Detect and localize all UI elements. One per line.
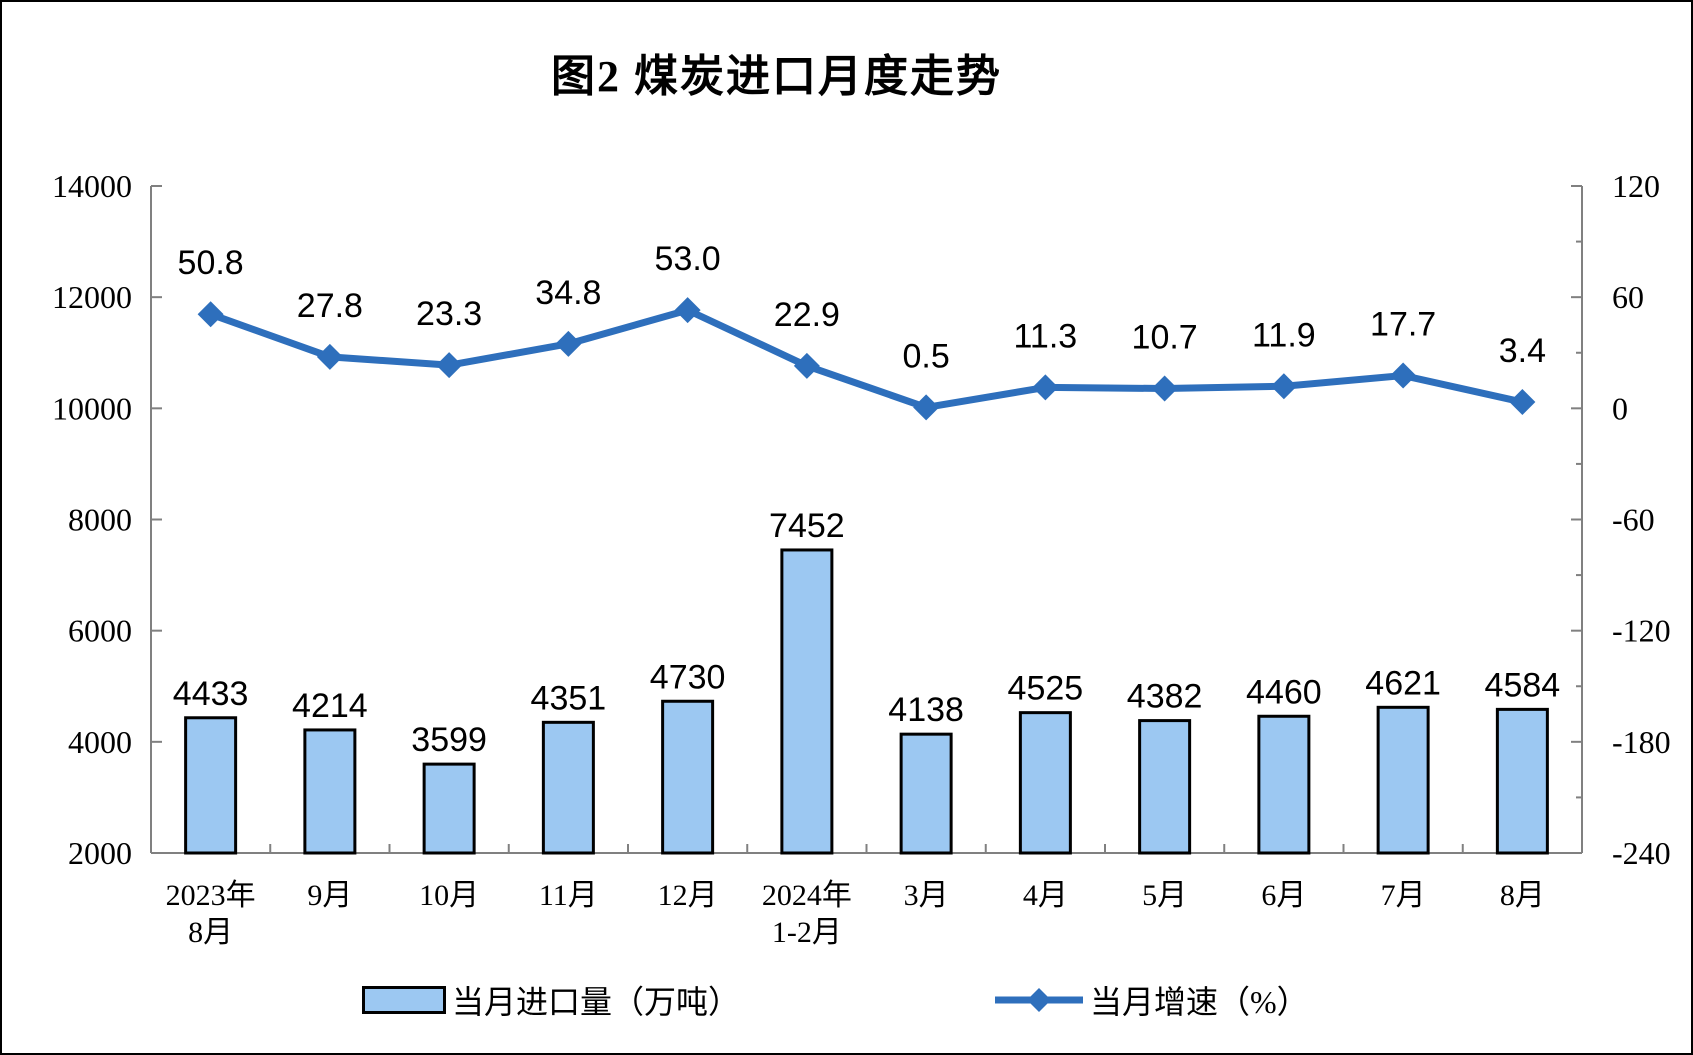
bar (899, 732, 953, 855)
legend-label-imports: 当月进口量（万吨） (452, 984, 741, 1020)
bar (303, 728, 357, 855)
bar-value-label: 4433 (173, 675, 249, 713)
right-axis-tick-label: -240 (1612, 835, 1671, 871)
bar (1376, 705, 1430, 855)
bar (422, 762, 476, 855)
bar-value-labels: 4433 4214 3599 4351 4730 7452 4138 4525 4382 4460… (173, 507, 1560, 759)
bar (780, 548, 834, 855)
right-axis-tick-label: -120 (1612, 613, 1671, 649)
legend-item-imports: 当月进口量（万吨） (362, 980, 740, 1020)
bar-series-swatch (362, 986, 446, 1014)
diamond-marker (1509, 389, 1536, 416)
diamond-marker (436, 352, 463, 379)
left-axis-tick-label: 8000 (68, 502, 132, 538)
left-axis-ticks: 2000 4000 6000 8000 10000 12000 14000 (52, 168, 162, 871)
left-axis-tick-label: 10000 (52, 390, 132, 426)
x-axis-category-label: 10月 (419, 879, 479, 912)
x-axis-category-label: 9月 (307, 879, 352, 912)
bar (1495, 707, 1549, 855)
bar (1138, 719, 1192, 855)
x-axis-ticks (150, 844, 1583, 853)
right-axis-tick-label: -60 (1612, 502, 1655, 538)
bar (661, 699, 715, 855)
line-value-label: 11.3 (1014, 317, 1078, 355)
diamond-marker (674, 297, 701, 324)
x-axis-category-label: 12月 (658, 879, 718, 912)
left-axis-tick-label: 4000 (68, 724, 132, 760)
growth-rate-line (207, 306, 1526, 411)
line-value-label: 11.9 (1252, 316, 1316, 354)
bar-value-label: 4460 (1246, 673, 1322, 711)
bar-value-label: 4525 (1008, 670, 1084, 708)
line-value-labels: 50.8 27.8 23.3 34.8 53.0 22.9 0.5 11.3 10.7 11.9 1… (178, 240, 1546, 375)
bar-value-label: 4138 (888, 691, 964, 729)
left-axis-tick-label: 6000 (68, 613, 132, 649)
right-axis-tick-label: 120 (1612, 168, 1660, 204)
x-axis-category-label: 2023年 (166, 879, 256, 912)
line-value-label: 50.8 (178, 244, 244, 282)
bar-value-label: 3599 (411, 721, 487, 759)
diamond-marker (316, 343, 343, 370)
line-value-label: 53.0 (655, 240, 721, 278)
x-axis-category-label: 7月 (1381, 879, 1426, 912)
right-axis-tick-label: 60 (1612, 279, 1644, 315)
line-series-swatch (995, 988, 1083, 1012)
x-axis-category-label: 2024年 (762, 879, 852, 912)
bar-value-label: 4351 (531, 679, 607, 717)
x-axis-category-labels: 2023年 8月 9月 10月 11月 12月 2024年 1-2月 3月 4月 5月 6月 7月 8月 (166, 879, 1545, 949)
axes (150, 186, 1583, 854)
bar (1018, 711, 1072, 855)
bar (184, 716, 238, 855)
left-axis-tick-label: 12000 (52, 279, 132, 315)
legend-item-growth: 当月增速（%） (994, 980, 1309, 1020)
line-value-label: 3.4 (1499, 332, 1546, 370)
bar (1257, 714, 1311, 855)
import-volume-bars (184, 548, 1549, 855)
left-axis-tick-label: 2000 (68, 835, 132, 871)
diamond-marker (197, 301, 224, 328)
line-value-label: 0.5 (902, 337, 949, 375)
line-value-label: 27.8 (297, 287, 363, 325)
line-value-label: 23.3 (416, 295, 482, 333)
left-axis-tick-label: 14000 (52, 168, 132, 204)
right-axis-ticks: -240 -180 -120 -60 0 60 120 (1571, 168, 1671, 871)
x-axis-category-label: 1-2月 (772, 916, 842, 949)
bar-value-label: 4621 (1365, 664, 1441, 702)
diamond-marker (555, 330, 582, 357)
x-axis-category-label: 8月 (188, 916, 233, 949)
chart-title: 图2 煤炭进口月度走势 (551, 52, 1002, 101)
x-axis-category-label: 5月 (1142, 879, 1187, 912)
bar-value-label: 4584 (1485, 666, 1561, 704)
bar (541, 720, 595, 855)
line-value-label: 17.7 (1370, 306, 1436, 344)
bar-value-label: 7452 (769, 507, 845, 545)
legend-label-growth: 当月增速（%） (1090, 984, 1309, 1020)
bar-value-label: 4382 (1127, 678, 1203, 716)
x-axis-category-label: 11月 (539, 879, 598, 912)
diamond-marker (1032, 374, 1059, 401)
line-value-label: 22.9 (774, 296, 840, 334)
right-axis-tick-label: 0 (1612, 390, 1628, 426)
growth-rate-markers (197, 297, 1536, 421)
x-axis-category-label: 6月 (1261, 879, 1306, 912)
line-value-label: 10.7 (1132, 319, 1198, 357)
x-axis-category-label: 4月 (1023, 879, 1068, 912)
line-value-label: 34.8 (535, 274, 601, 312)
diamond-marker (913, 394, 940, 421)
diamond-marker (793, 352, 820, 379)
bar-value-label: 4214 (292, 687, 368, 725)
diamond-marker (1270, 373, 1297, 400)
diamond-marker (1390, 362, 1417, 389)
x-axis-category-label: 3月 (904, 879, 949, 912)
bar-value-label: 4730 (650, 658, 726, 696)
right-axis-tick-label: -180 (1612, 724, 1671, 760)
chart-legend: 当月进口量（万吨） 当月增速（%） (2, 980, 1691, 1024)
diamond-marker (1151, 375, 1178, 402)
x-axis-category-label: 8月 (1500, 879, 1545, 912)
growth-line (207, 306, 1526, 411)
